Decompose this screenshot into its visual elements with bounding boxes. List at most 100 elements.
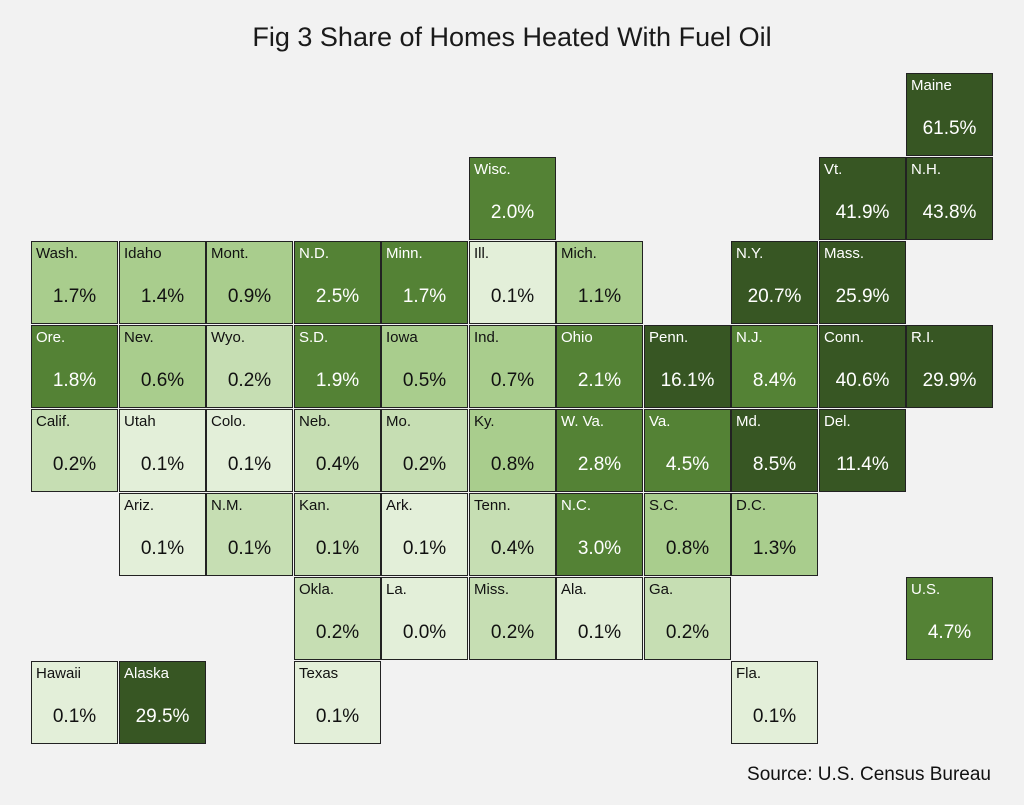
state-value: 3.0% (577, 538, 622, 559)
state-tile: Mo. 0.2% (381, 409, 468, 492)
state-value: 0.5% (402, 370, 447, 391)
state-value: 0.1% (752, 706, 797, 727)
state-value: 25.9% (835, 286, 890, 307)
state-value: 0.2% (665, 622, 710, 643)
state-tile: Alaska 29.5% (119, 661, 206, 744)
state-abbr: D.C. (736, 497, 766, 514)
state-abbr: S.D. (299, 329, 329, 346)
state-tile: Utah 0.1% (119, 409, 206, 492)
state-tile: Ala. 0.1% (556, 577, 643, 660)
state-value: 0.1% (315, 706, 360, 727)
state-abbr: Ky. (474, 413, 495, 430)
state-abbr: S.C. (649, 497, 679, 514)
state-abbr: Nev. (124, 329, 154, 346)
state-tile: Maine 61.5% (906, 73, 993, 156)
state-value: 8.5% (752, 454, 797, 475)
state-value: 61.5% (922, 118, 977, 139)
state-abbr: N.J. (736, 329, 763, 346)
state-abbr: R.I. (911, 329, 935, 346)
state-value: 0.2% (227, 370, 272, 391)
state-value: 0.1% (577, 622, 622, 643)
state-value: 0.2% (52, 454, 97, 475)
state-tile: Colo. 0.1% (206, 409, 293, 492)
state-abbr: Neb. (299, 413, 331, 430)
state-tile: N.Y. 20.7% (731, 241, 818, 324)
state-tile: N.M. 0.1% (206, 493, 293, 576)
state-tile: Ariz. 0.1% (119, 493, 206, 576)
state-value: 0.4% (315, 454, 360, 475)
state-abbr: Mich. (561, 245, 597, 262)
state-tile: Wash. 1.7% (31, 241, 118, 324)
state-abbr: Alaska (124, 665, 170, 682)
state-tile: S.C. 0.8% (644, 493, 731, 576)
source-note: Source: U.S. Census Bureau (747, 764, 991, 785)
state-abbr: Maine (911, 77, 952, 94)
state-value: 4.5% (665, 454, 710, 475)
state-value: 1.8% (52, 370, 97, 391)
state-value: 0.2% (490, 622, 535, 643)
state-abbr: Wisc. (474, 161, 511, 178)
state-abbr: Minn. (386, 245, 423, 262)
state-value: 0.4% (490, 538, 535, 559)
map-title: Fig 3 Share of Homes Heated With Fuel Oi… (252, 22, 772, 52)
state-abbr: Tenn. (474, 497, 511, 514)
state-value: 2.1% (577, 370, 622, 391)
state-abbr: W. Va. (561, 413, 605, 430)
state-abbr: Ill. (474, 245, 489, 262)
state-value: 11.4% (836, 454, 889, 475)
state-abbr: Conn. (824, 329, 865, 346)
state-value: 0.1% (402, 538, 447, 559)
state-value: 1.4% (140, 286, 185, 307)
state-tile: Iowa 0.5% (381, 325, 468, 408)
state-abbr: Utah (124, 413, 156, 430)
state-tile: Nev. 0.6% (119, 325, 206, 408)
state-abbr: Okla. (299, 581, 335, 598)
state-abbr: Ga. (649, 581, 674, 598)
state-tile: Miss. 0.2% (469, 577, 556, 660)
state-value: 16.1% (660, 370, 715, 391)
state-value: 0.6% (140, 370, 185, 391)
state-value: 0.7% (490, 370, 535, 391)
state-value: 0.1% (227, 538, 272, 559)
state-tile: Ohio 2.1% (556, 325, 643, 408)
state-value: 1.1% (577, 286, 622, 307)
state-tile: Minn. 1.7% (381, 241, 468, 324)
state-abbr: Penn. (649, 329, 689, 346)
state-value: 43.8% (922, 202, 977, 223)
state-tile: Ill. 0.1% (469, 241, 556, 324)
state-tile: Idaho 1.4% (119, 241, 206, 324)
state-abbr: N.C. (561, 497, 591, 514)
state-value: 2.5% (315, 286, 360, 307)
state-value: 0.1% (490, 286, 535, 307)
state-value: 2.0% (490, 202, 535, 223)
state-value: 0.1% (315, 538, 360, 559)
state-value: 41.9% (835, 202, 890, 223)
state-tile: Conn. 40.6% (819, 325, 906, 408)
state-tile: N.H. 43.8% (906, 157, 993, 240)
state-abbr: U.S. (911, 581, 941, 598)
state-tile: R.I. 29.9% (906, 325, 993, 408)
state-tile: Vt. 41.9% (819, 157, 906, 240)
state-value: 0.2% (315, 622, 360, 643)
state-abbr: Hawaii (36, 665, 82, 682)
state-abbr: Ore. (36, 329, 66, 346)
state-tile: Calif. 0.2% (31, 409, 118, 492)
state-value: 0.8% (490, 454, 535, 475)
state-tile: Ga. 0.2% (644, 577, 731, 660)
state-tile: Va. 4.5% (644, 409, 731, 492)
state-value: 0.0% (402, 622, 447, 643)
state-abbr: Va. (649, 413, 671, 430)
state-abbr: Md. (736, 413, 762, 430)
state-abbr: Vt. (824, 161, 843, 178)
state-abbr: Ind. (474, 329, 500, 346)
state-tile: Ark. 0.1% (381, 493, 468, 576)
state-tile: Mont. 0.9% (206, 241, 293, 324)
state-abbr: Ohio (561, 329, 593, 346)
state-value: 2.8% (577, 454, 622, 475)
state-value: 20.7% (747, 286, 802, 307)
state-abbr: La. (386, 581, 407, 598)
state-abbr: Del. (824, 413, 851, 430)
state-tile: Mass. 25.9% (819, 241, 906, 324)
state-tile: Hawaii 0.1% (31, 661, 118, 744)
state-abbr: Ala. (561, 581, 587, 598)
